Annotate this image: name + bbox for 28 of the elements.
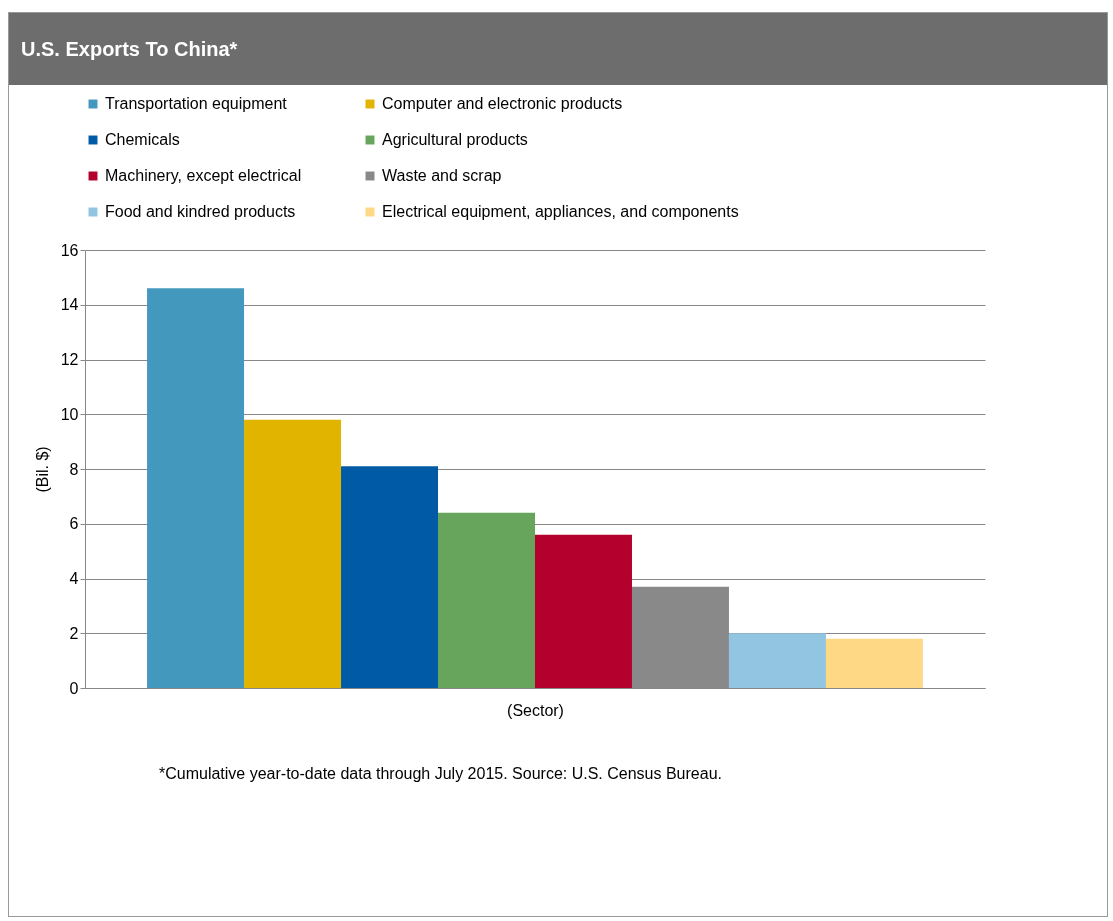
y-tick-label: 16 (60, 241, 79, 259)
legend-label: Chemicals (105, 131, 180, 148)
chart-title: U.S. Exports To China* (9, 13, 1107, 85)
legend-label: Transportation equipment (105, 95, 288, 112)
y-tick-label: 12 (60, 351, 79, 368)
legend-label: Computer and electronic products (382, 95, 623, 112)
y-tick-label: 4 (69, 570, 79, 587)
y-tick-label: 6 (69, 515, 79, 533)
y-tick-label: 8 (69, 460, 79, 478)
legend-label: Agricultural products (382, 131, 528, 148)
legend-label: Machinery, except electrical (105, 167, 302, 184)
x-axis-title: (Sector) (507, 701, 564, 719)
bar (244, 419, 342, 688)
y-tick-label: 10 (60, 405, 79, 423)
y-tick-label: 2 (69, 624, 79, 642)
bar (438, 512, 535, 688)
text: *Cumulative year-to-date data through July 2015. Source: U.S. Census Bureau. (159, 765, 723, 783)
bar (825, 638, 923, 688)
legend-label: Electrical equipment, appliances, and components (382, 203, 739, 220)
legend-label: Waste and scrap (382, 167, 502, 184)
legend-label: Food and kindred products (105, 203, 296, 220)
bar (341, 466, 439, 688)
bar (535, 534, 632, 688)
bar (728, 633, 826, 688)
y-tick-label: 14 (60, 296, 79, 314)
y-tick-label: 0 (69, 679, 79, 697)
y-axis-title: (Bil. $) (33, 446, 51, 493)
bar (147, 288, 245, 688)
